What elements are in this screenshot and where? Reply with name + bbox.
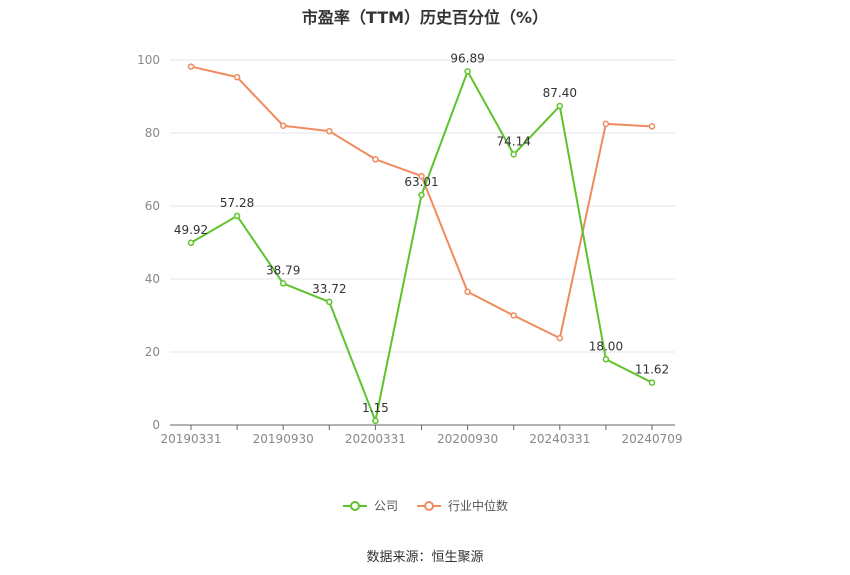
x-tick-label: 20200331 [345, 432, 406, 446]
data-point [648, 379, 656, 386]
data-point [279, 122, 287, 129]
data-point [464, 68, 471, 75]
data-point [233, 212, 241, 220]
x-tick-label: 20240709 [621, 432, 682, 446]
x-tick-label: 20200930 [437, 432, 498, 446]
data-label: 57.28 [220, 196, 254, 210]
data-label: 74.14 [497, 134, 531, 148]
x-tick-label: 20240331 [529, 432, 590, 446]
legend-marker-icon [342, 500, 367, 511]
legend-dot [424, 500, 434, 511]
data-point [372, 417, 379, 425]
data-label: 96.89 [450, 51, 484, 65]
data-point [602, 120, 610, 128]
series-line-1 [190, 65, 653, 340]
data-label: 33.72 [312, 282, 346, 296]
data-point [418, 172, 425, 180]
legend: 公司 行业中位数 [0, 497, 850, 514]
data-label: 63.01 [404, 175, 438, 189]
data-point [187, 239, 195, 247]
data-point [418, 191, 425, 199]
data-point [326, 127, 333, 135]
series-line-0 [190, 70, 653, 422]
data-point [372, 156, 379, 163]
grid-lines [170, 59, 675, 353]
legend-label: 公司 [373, 499, 398, 513]
y-tick-label: 80 [145, 126, 160, 140]
y-tick-label: 60 [145, 199, 160, 213]
legend-item[interactable]: 行业中位数 [416, 497, 508, 514]
data-point [510, 151, 517, 158]
data-labels: 49.92 57.28 38.79 33.72 1.15 63.01 96.89 74.14 8… [174, 51, 669, 414]
data-point [602, 356, 610, 363]
line-chart: 0 20 40 60 80 100 20190331 20190930 20200331 2020… [137, 51, 682, 446]
data-point [464, 288, 471, 296]
data-point [648, 123, 656, 130]
data-point [556, 334, 564, 342]
data-point [326, 298, 333, 306]
x-tick-label: 20190930 [253, 432, 314, 446]
series-lines [187, 63, 656, 425]
axes: 0 20 40 60 80 100 20190331 20190930 20200331 2020… [137, 53, 682, 446]
data-label: 11.62 [635, 363, 669, 377]
data-label: 49.92 [174, 223, 208, 237]
data-point [233, 73, 241, 81]
y-tick-label: 0 [152, 418, 160, 432]
data-point [279, 280, 287, 287]
data-point [187, 63, 195, 70]
source-note: 数据来源：恒生聚源 [366, 550, 484, 565]
chart-title: 市盈率（TTM）历史百分位（%） [301, 8, 549, 27]
data-label: 38.79 [266, 263, 300, 277]
legend-dot [349, 500, 360, 511]
data-point [556, 102, 564, 110]
data-label: 1.15 [362, 401, 389, 415]
y-tick-label: 100 [137, 53, 160, 67]
y-tick-label: 20 [145, 345, 160, 359]
legend-marker-icon [417, 500, 441, 511]
legend-label: 行业中位数 [448, 499, 509, 513]
legend-item[interactable]: 公司 [342, 497, 398, 514]
y-tick-label: 40 [145, 272, 160, 286]
data-point [510, 312, 517, 319]
data-label: 87.40 [543, 86, 577, 100]
x-tick-label: 20190331 [160, 432, 221, 446]
data-label: 18.00 [589, 339, 623, 353]
